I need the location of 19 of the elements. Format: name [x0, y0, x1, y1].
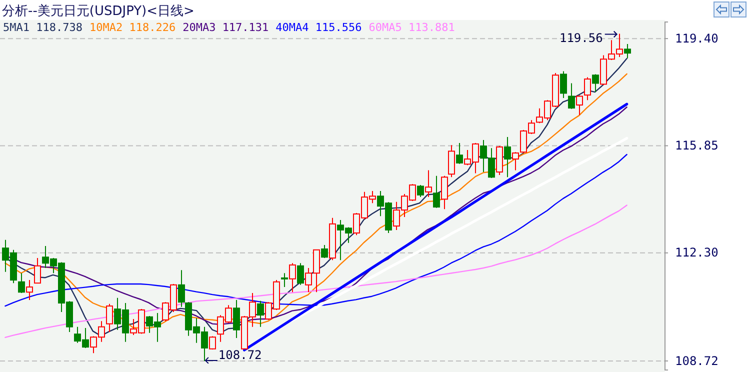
y-tick-label: 108.72	[675, 354, 718, 368]
text: 60MA5 113.881	[368, 21, 455, 34]
text: 40MA4 115.556	[276, 21, 362, 34]
text: 5MA1 118.738	[3, 21, 82, 34]
candlestick	[178, 270, 185, 308]
y-tick-label: 112.30	[675, 246, 718, 260]
line-series	[4, 204, 628, 338]
candlestick	[281, 272, 288, 288]
chart-title: 分析--美元日元(USDJPY)<日线>	[2, 3, 194, 19]
line-series	[290, 136, 628, 322]
candlestick	[26, 280, 33, 300]
candlestick	[504, 136, 511, 178]
text: 10MA2 118.226	[89, 21, 176, 34]
text: 20MA3 117.131	[182, 21, 269, 34]
annotation: 119.56	[559, 30, 603, 45]
y-tick-label: 115.85	[675, 138, 718, 153]
annotation: 108.72	[218, 348, 262, 362]
y-tick-label: 119.40	[675, 31, 718, 46]
candlestick	[233, 299, 240, 339]
